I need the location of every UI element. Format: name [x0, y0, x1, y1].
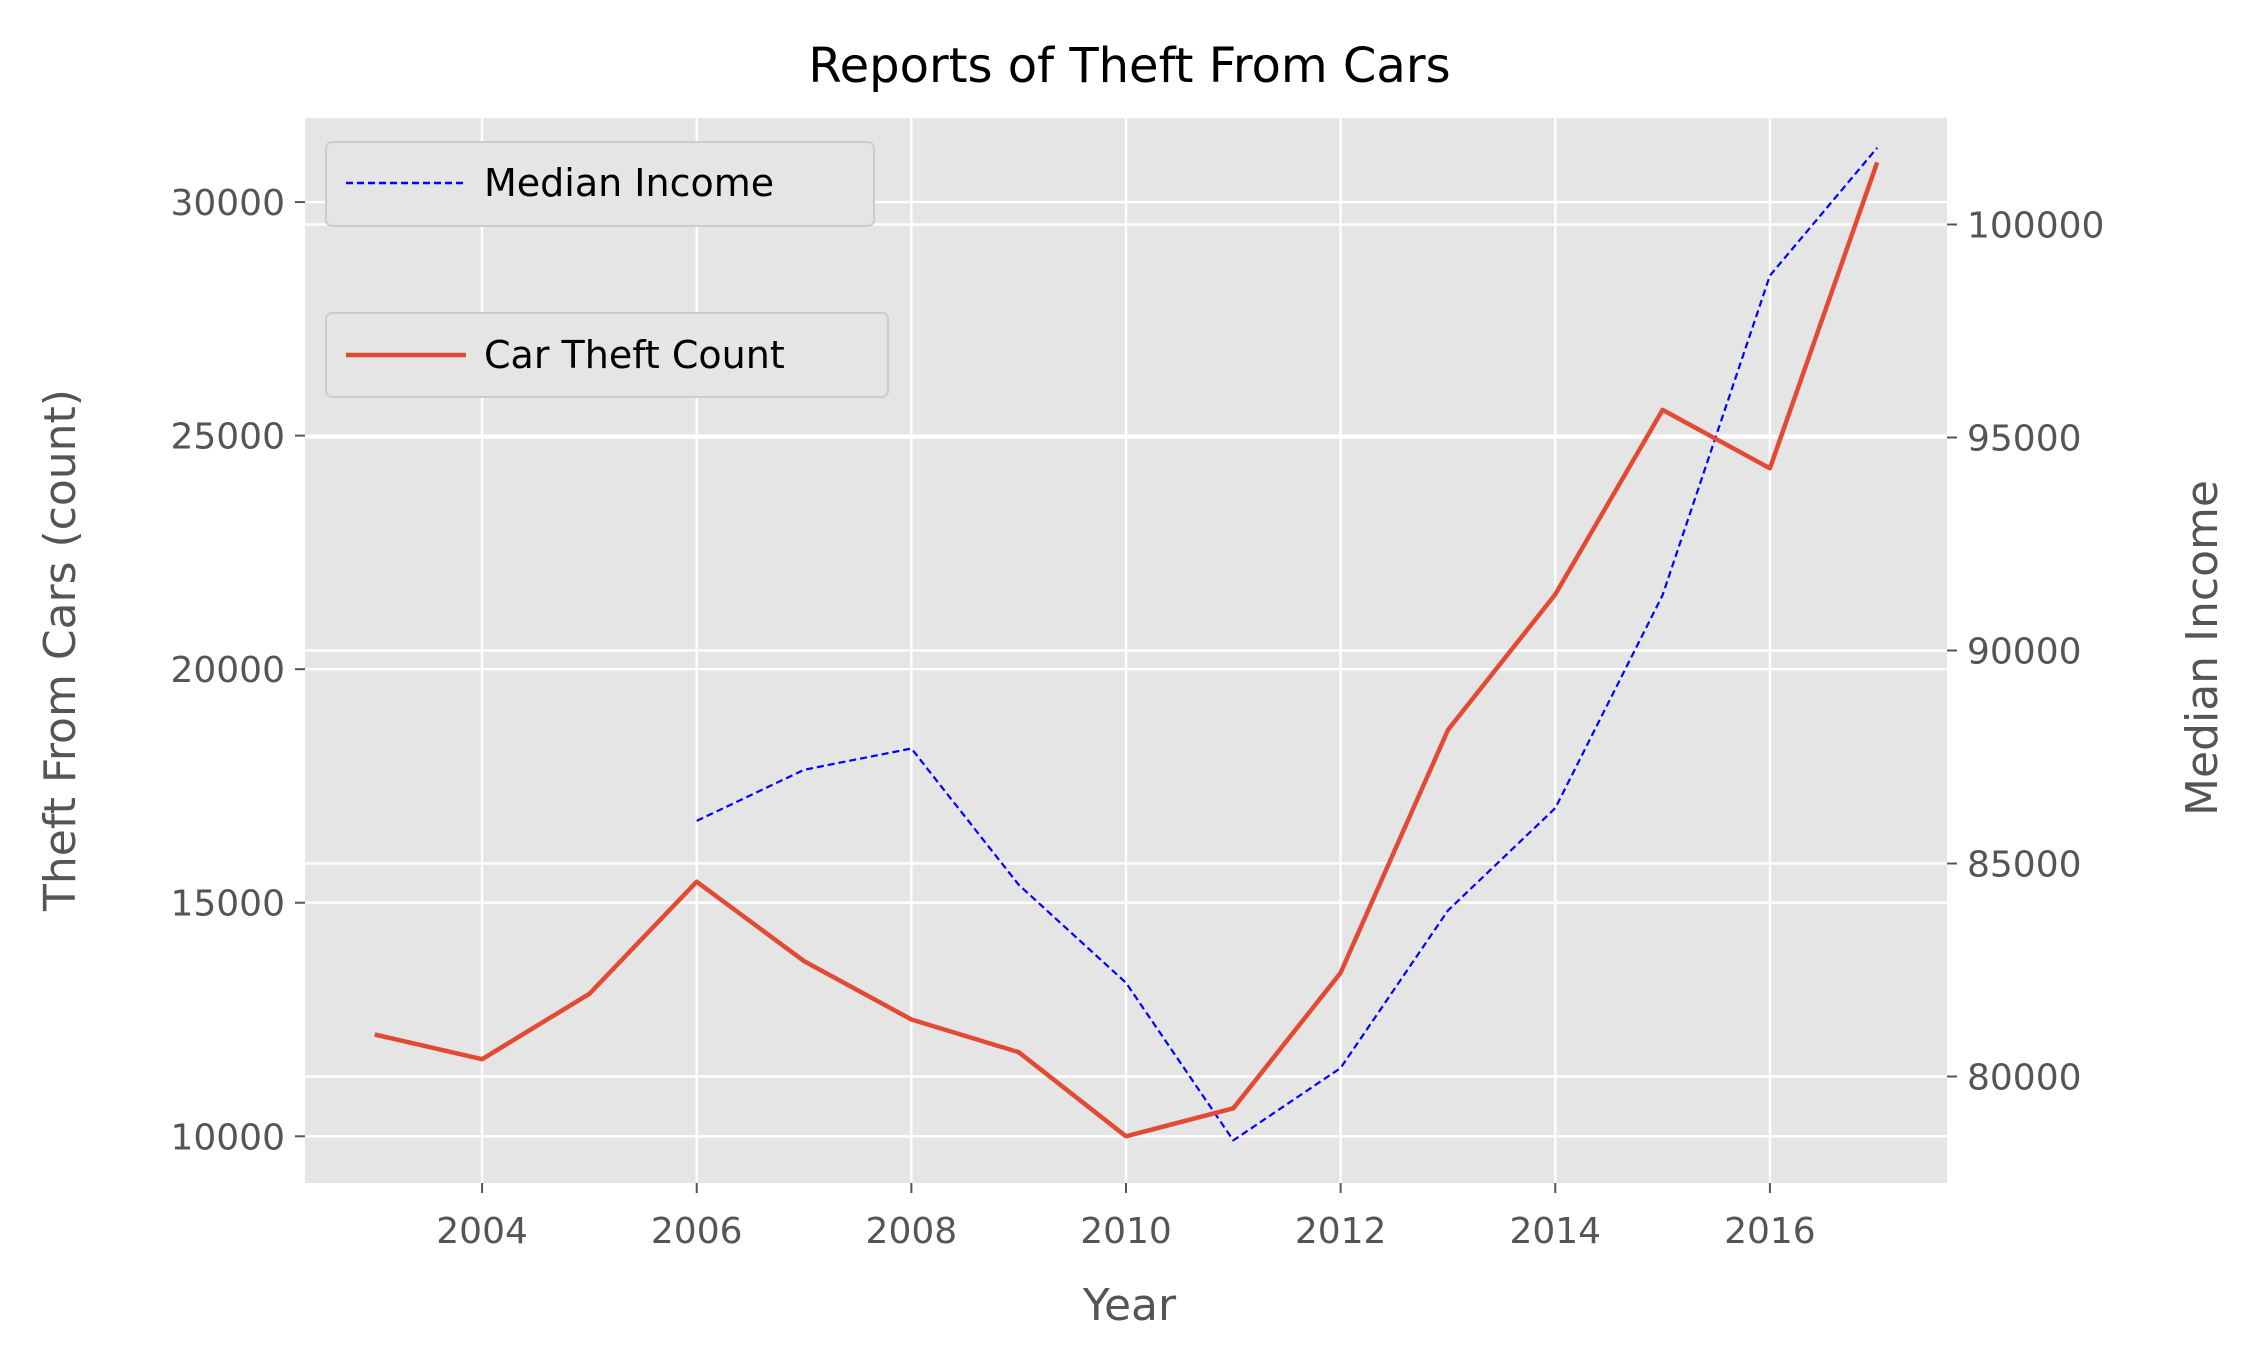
y-tick-label-right: 85000: [1967, 845, 2082, 886]
y-tick-label-left: 15000: [170, 884, 285, 925]
x-tick-label: 2014: [1509, 1211, 1601, 1252]
y-tick-label-left: 10000: [170, 1117, 285, 1158]
y-tick-label-left: 30000: [170, 183, 285, 224]
x-tick-label: 2004: [436, 1211, 528, 1252]
y-tick-label-right: 80000: [1967, 1058, 2082, 1099]
series-layer: [374, 147, 1880, 1142]
x-axis-label: Year: [1082, 1280, 1177, 1331]
x-tick-label: 2010: [1080, 1211, 1172, 1252]
legend-car-theft-count: Car Theft Count: [325, 312, 889, 398]
x-tick-label: 2006: [651, 1211, 743, 1252]
y-tick-label-right: 90000: [1967, 632, 2082, 673]
y-tick-label-left: 25000: [170, 417, 285, 458]
legend-label-median-income: Median Income: [484, 161, 774, 205]
x-tick-label: 2012: [1295, 1211, 1387, 1252]
legend-median-income: Median Income: [325, 141, 875, 227]
ticks: 2004 2006 2008 2010 2012 2014 2016 10000 15000 20…: [170, 183, 2104, 1252]
legend-label-car-theft-count: Car Theft Count: [484, 333, 785, 377]
grid: [305, 118, 1947, 1183]
x-tick-label: 2008: [866, 1211, 958, 1252]
chart-title: Reports of Theft From Cars: [808, 38, 1450, 94]
x-tick-label: 2016: [1724, 1211, 1816, 1252]
y-tick-label-right: 100000: [1967, 206, 2104, 247]
legend-box: [325, 141, 875, 227]
series-line-median-income: [696, 147, 1879, 1142]
y-tick-label-right: 95000: [1967, 419, 2082, 460]
legend-box: [325, 312, 889, 398]
y-tick-label-left: 20000: [170, 650, 285, 691]
y-axis-label-right: Median Income: [2177, 480, 2228, 816]
y-axis-label-left: Theft From Cars (count): [35, 389, 86, 912]
